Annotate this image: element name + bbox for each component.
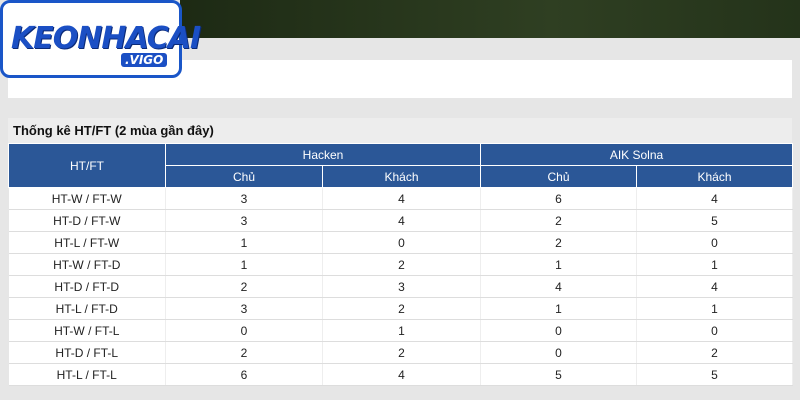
corner-header: HT/FT — [8, 143, 166, 188]
cell-value: 2 — [322, 297, 481, 320]
cell-value: 4 — [322, 209, 481, 232]
row-label: HT-W / FT-L — [8, 319, 166, 342]
cell-value: 3 — [322, 275, 481, 298]
cell-value: 2 — [165, 341, 323, 364]
cell-value: 1 — [636, 253, 793, 276]
team-header: AIK Solna — [480, 143, 793, 166]
cell-value: 0 — [636, 319, 793, 342]
data-row: HT-D / FT-W 3 4 2 5 — [8, 209, 793, 232]
cell-value: 2 — [480, 209, 637, 232]
data-row: HT-W / FT-D 1 2 1 1 — [8, 253, 793, 276]
data-row: HT-L / FT-L 6 4 5 5 — [8, 363, 793, 386]
cell-value: 2 — [636, 341, 793, 364]
row-label: HT-L / FT-W — [8, 231, 166, 254]
table-body: HT-W / FT-W 3 4 6 4 HT-D / FT-W 3 4 2 5 HT-L / FT-… — [8, 187, 793, 386]
cell-value: 1 — [165, 253, 323, 276]
cell-value: 4 — [480, 275, 637, 298]
logo-brand: KEONHACAI — [11, 21, 201, 56]
cell-value: 3 — [165, 297, 323, 320]
cell-value: 1 — [322, 319, 481, 342]
stats-table: HT/FT Hacken AIK Solna Chủ Khách Chủ Khách HT-W… — [8, 143, 793, 386]
row-label: HT-D / FT-W — [8, 209, 166, 232]
header-row: HT/FT Hacken AIK Solna — [8, 143, 793, 188]
cell-value: 0 — [636, 231, 793, 254]
row-label: HT-L / FT-L — [8, 363, 166, 386]
venue-header: Khách — [322, 165, 481, 188]
data-row: HT-L / FT-W 1 0 2 0 — [8, 231, 793, 254]
cell-value: 0 — [165, 319, 323, 342]
cell-value: 3 — [165, 187, 323, 210]
cell-value: 0 — [322, 231, 481, 254]
cell-value: 4 — [636, 275, 793, 298]
cell-value: 4 — [636, 187, 793, 210]
cell-value: 5 — [636, 363, 793, 386]
data-row: HT-D / FT-D 2 3 4 4 — [8, 275, 793, 298]
row-label: HT-L / FT-D — [8, 297, 166, 320]
cell-value: 1 — [480, 297, 637, 320]
cell-value: 6 — [480, 187, 637, 210]
row-label: HT-W / FT-W — [8, 187, 166, 210]
cell-value: 0 — [480, 319, 637, 342]
data-row: HT-D / FT-L 2 2 0 2 — [8, 341, 793, 364]
cell-value: 1 — [480, 253, 637, 276]
cell-value: 0 — [480, 341, 637, 364]
header-band — [180, 0, 800, 38]
cell-value: 2 — [165, 275, 323, 298]
cell-value: 6 — [165, 363, 323, 386]
cell-value: 4 — [322, 363, 481, 386]
cell-value: 2 — [322, 253, 481, 276]
section-title: Thống kê HT/FT (2 mùa gần đây) — [8, 118, 792, 143]
cell-value: 5 — [636, 209, 793, 232]
data-row: HT-W / FT-L 0 1 0 0 — [8, 319, 793, 342]
cell-value: 3 — [165, 209, 323, 232]
cell-value: 1 — [636, 297, 793, 320]
row-label: HT-D / FT-D — [8, 275, 166, 298]
venue-header: Chủ — [165, 165, 323, 188]
row-label: HT-W / FT-D — [8, 253, 166, 276]
cell-value: 2 — [322, 341, 481, 364]
data-row: HT-W / FT-W 3 4 6 4 — [8, 187, 793, 210]
row-label: HT-D / FT-L — [8, 341, 166, 364]
logo[interactable]: KEONHACAI .VIGO — [0, 0, 201, 78]
cell-value: 1 — [165, 231, 323, 254]
table-head: HT/FT Hacken AIK Solna Chủ Khách Chủ Khách — [8, 143, 793, 188]
team-header: Hacken — [165, 143, 481, 166]
cell-value: 2 — [480, 231, 637, 254]
data-row: HT-L / FT-D 3 2 1 1 — [8, 297, 793, 320]
venue-header: Chủ — [480, 165, 637, 188]
venue-header: Khách — [636, 165, 793, 188]
cell-value: 5 — [480, 363, 637, 386]
logo-suffix: .VIGO — [121, 53, 168, 67]
subheader-row: Chủ Khách Chủ Khách — [9, 165, 793, 188]
cell-value: 4 — [322, 187, 481, 210]
